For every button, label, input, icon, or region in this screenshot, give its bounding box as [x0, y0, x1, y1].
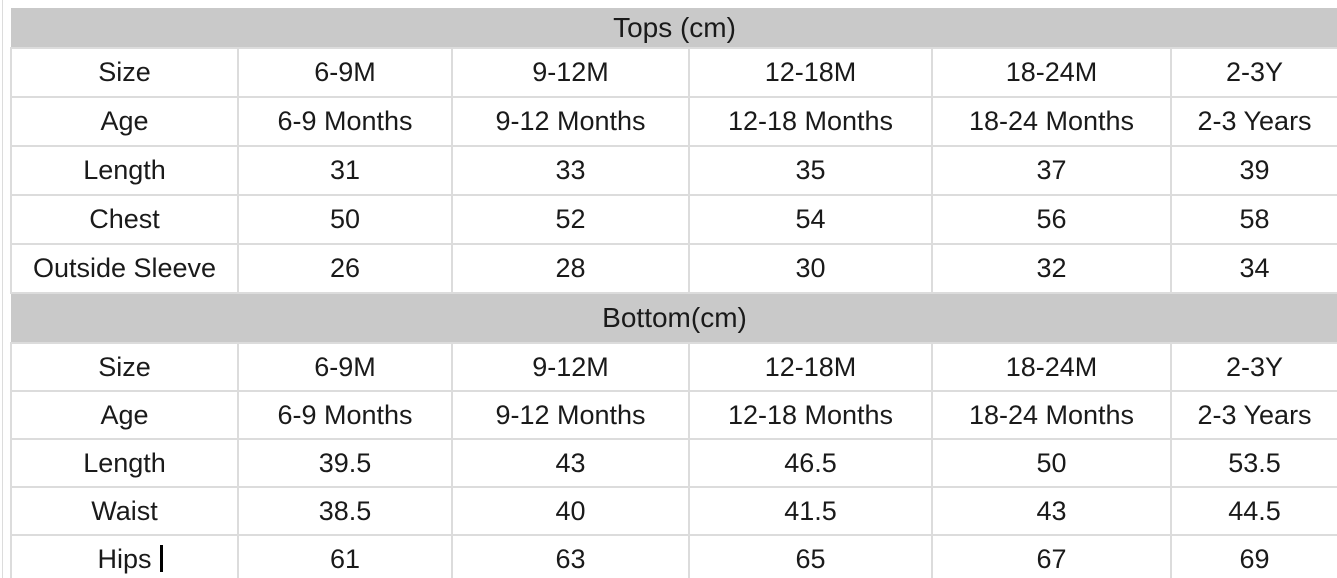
cell: 61	[237, 534, 453, 578]
cell: 12-18M	[688, 342, 933, 392]
cell: 18-24M	[931, 47, 1172, 98]
table-row-tops-outside-sleeve: Outside Sleeve 26 28 30 32 34	[10, 243, 1337, 294]
table-row-bottom-age: Age 6-9 Months 9-12 Months 12-18 Months …	[10, 390, 1337, 440]
cell: 35	[688, 145, 933, 196]
cell: 18-24 Months	[931, 96, 1172, 147]
cell: 43	[931, 486, 1172, 536]
table-row-bottom-length: Length 39.5 43 46.5 50 53.5	[10, 438, 1337, 488]
left-edge-divider	[2, 0, 3, 578]
cell: 33	[451, 145, 690, 196]
cell: 9-12M	[451, 47, 690, 98]
section-title-bottom: Bottom(cm)	[11, 292, 1337, 344]
cell: 30	[688, 243, 933, 294]
table-row-tops-chest: Chest 50 52 54 56 58	[10, 194, 1337, 245]
cell: 9-12 Months	[451, 390, 690, 440]
cell: 65	[688, 534, 933, 578]
row-label: Size	[10, 47, 239, 98]
cell: 28	[451, 243, 690, 294]
cell: 50	[237, 194, 453, 245]
row-label: Chest	[10, 194, 239, 245]
cell: 12-18 Months	[688, 390, 933, 440]
cell: 32	[931, 243, 1172, 294]
cell: 12-18 Months	[688, 96, 933, 147]
cell: 69	[1169, 534, 1337, 578]
section-header-row-bottom: Bottom(cm)	[11, 292, 1337, 344]
cell: 56	[931, 194, 1172, 245]
cell: 6-9M	[237, 47, 453, 98]
cell: 54	[688, 194, 933, 245]
cell: 38.5	[237, 486, 453, 536]
table-row-tops-age: Age 6-9 Months 9-12 Months 12-18 Months …	[10, 96, 1337, 147]
cell: 9-12M	[451, 342, 690, 392]
cell: 12-18M	[688, 47, 933, 98]
cell: 37	[931, 145, 1172, 196]
section-title-tops: Tops (cm)	[11, 8, 1337, 49]
cell: 18-24M	[931, 342, 1172, 392]
cell: 2-3 Years	[1169, 96, 1337, 147]
table-row-bottom-waist: Waist 38.5 40 41.5 43 44.5	[10, 486, 1337, 536]
cell: 53.5	[1169, 438, 1337, 488]
row-label: Length	[10, 438, 239, 488]
cell: 39	[1169, 145, 1337, 196]
cell: 2-3Y	[1169, 47, 1337, 98]
row-label: Length	[10, 145, 239, 196]
cell: 9-12 Months	[451, 96, 690, 147]
cell: 6-9 Months	[237, 96, 453, 147]
cell: 58	[1169, 194, 1337, 245]
cell: 44.5	[1169, 486, 1337, 536]
table-row-tops-size: Size 6-9M 9-12M 12-18M 18-24M 2-3Y	[10, 47, 1337, 98]
row-label: Age	[10, 96, 239, 147]
section-header-row-tops: Tops (cm)	[11, 8, 1337, 49]
table-row-tops-length: Length 31 33 35 37 39	[10, 145, 1337, 196]
cell: 52	[451, 194, 690, 245]
row-label: Size	[10, 342, 239, 392]
cell: 63	[451, 534, 690, 578]
cell: 2-3Y	[1169, 342, 1337, 392]
cell: 6-9 Months	[237, 390, 453, 440]
cell: 43	[451, 438, 690, 488]
row-label: Hips	[10, 534, 239, 578]
cell: 50	[931, 438, 1172, 488]
cell: 26	[237, 243, 453, 294]
cell: 6-9M	[237, 342, 453, 392]
cell: 39.5	[237, 438, 453, 488]
cell: 46.5	[688, 438, 933, 488]
cell: 18-24 Months	[931, 390, 1172, 440]
cell: 67	[931, 534, 1172, 578]
size-chart-table: Tops (cm) Size 6-9M 9-12M 12-18M 18-24M …	[10, 8, 1337, 578]
row-label: Waist	[10, 486, 239, 536]
cell: 40	[451, 486, 690, 536]
cell: 41.5	[688, 486, 933, 536]
table-row-bottom-hips: Hips 61 63 65 67 69	[10, 534, 1337, 578]
cell: 2-3 Years	[1169, 390, 1337, 440]
cell: 31	[237, 145, 453, 196]
table-row-bottom-size: Size 6-9M 9-12M 12-18M 18-24M 2-3Y	[10, 342, 1337, 392]
row-label: Age	[10, 390, 239, 440]
text-cursor	[160, 545, 163, 572]
row-label: Outside Sleeve	[10, 243, 239, 294]
cell: 34	[1169, 243, 1337, 294]
